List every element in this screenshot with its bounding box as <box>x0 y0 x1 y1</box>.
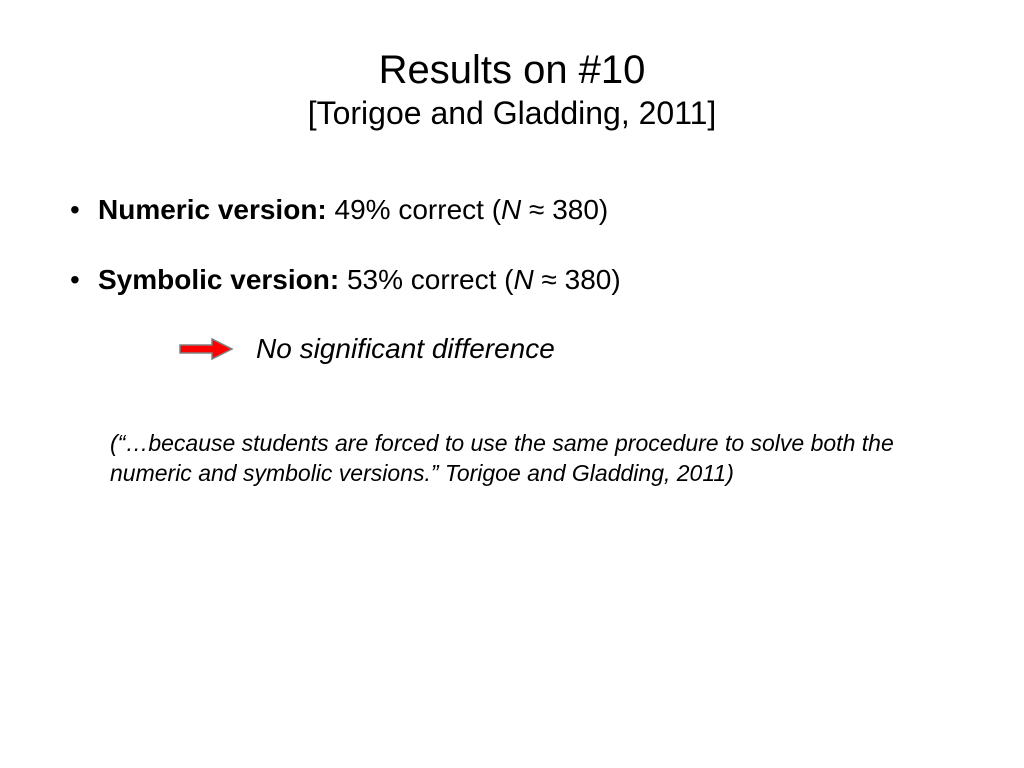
bullet-item: Symbolic version: 53% correct (N ≈ 380) <box>66 262 964 298</box>
bullet-sample: ≈ 380) <box>534 264 621 295</box>
bullet-text: 49% correct ( <box>327 194 501 225</box>
quote-text: (“…because students are forced to use th… <box>0 429 1024 489</box>
n-variable: N <box>513 264 533 295</box>
bullet-label: Symbolic version: <box>98 264 339 295</box>
bullet-label: Numeric version: <box>98 194 327 225</box>
bullet-sample: ≈ 380) <box>521 194 608 225</box>
bullet-list: Numeric version: 49% correct (N ≈ 380) S… <box>0 192 1024 299</box>
conclusion-text: No significant difference <box>256 333 555 365</box>
bullet-item: Numeric version: 49% correct (N ≈ 380) <box>66 192 964 228</box>
title-block: Results on #10 [Torigoe and Gladding, 20… <box>0 0 1024 132</box>
bullet-text: 53% correct ( <box>339 264 513 295</box>
slide-title: Results on #10 <box>0 48 1024 93</box>
n-variable: N <box>501 194 521 225</box>
arrow-icon <box>178 336 234 362</box>
conclusion-row: No significant difference <box>0 333 1024 365</box>
slide-subtitle: [Torigoe and Gladding, 2011] <box>0 95 1024 132</box>
